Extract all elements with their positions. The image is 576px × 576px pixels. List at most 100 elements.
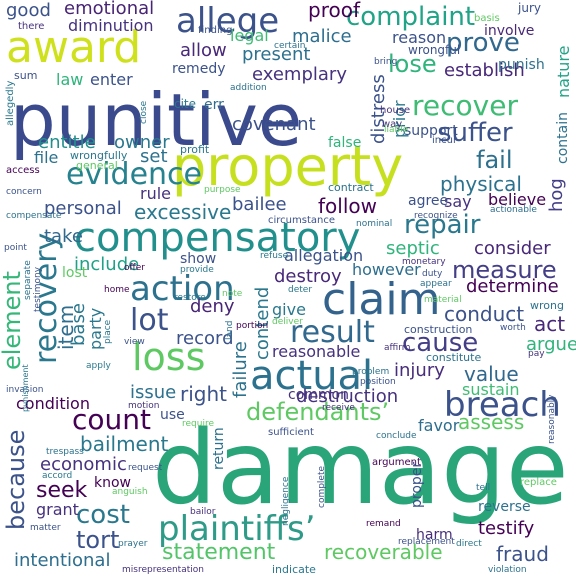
word-actual: actual: [250, 353, 374, 399]
word-worth: worth: [500, 323, 526, 333]
word-punish: punish: [498, 57, 545, 73]
word-there: there: [18, 21, 45, 32]
word-direct: direct: [456, 539, 482, 549]
word-suffer: suffer: [438, 118, 513, 148]
word-fraud: fraud: [496, 542, 549, 566]
word-however: however: [352, 260, 421, 279]
word-conduct: conduct: [444, 302, 525, 326]
word-provide: provide: [180, 265, 214, 275]
word-concern: concern: [6, 187, 42, 197]
word-believe: believe: [488, 190, 547, 209]
word-home: home: [104, 285, 130, 295]
word-file: file: [34, 148, 59, 167]
word-know: know: [94, 475, 131, 491]
word-result: result: [290, 315, 375, 350]
word-take: take: [44, 226, 83, 247]
word-exemplary: exemplary: [252, 64, 347, 85]
word-punishment: punishment: [21, 364, 30, 412]
word-give: give: [272, 300, 306, 319]
word-economic: economic: [40, 454, 127, 475]
word-testify: testify: [478, 518, 535, 539]
word-cite: cite: [174, 97, 197, 111]
word-show: show: [180, 251, 217, 267]
word-trespass: trespass: [46, 447, 84, 457]
word-appear: appear: [420, 279, 452, 289]
word-construction: construction: [404, 323, 473, 336]
word-award: award: [6, 22, 142, 73]
word-addition: addition: [230, 83, 267, 93]
word-failure: failure: [230, 341, 251, 398]
word-err: err: [204, 97, 224, 113]
word-compensatory: compensatory: [74, 215, 361, 261]
word-argument: argument: [372, 457, 421, 468]
word-reverse: reverse: [478, 499, 531, 515]
word-establish: establish: [444, 60, 525, 81]
word-reasonable: reasonable: [272, 342, 361, 361]
word-way: way: [382, 119, 403, 130]
word-sustain: sustain: [462, 380, 520, 399]
word-basis: basis: [474, 13, 500, 24]
word-damage: damage: [152, 409, 569, 528]
word-legal: legal: [230, 26, 269, 45]
word-testimony: testimony: [33, 266, 43, 312]
word-tort: tort: [76, 526, 120, 554]
word-covenant: covenant: [232, 114, 316, 135]
word-value: value: [464, 362, 519, 386]
word-circumstance: circumstance: [268, 215, 335, 226]
word-element: element: [0, 271, 26, 370]
word-matter: matter: [30, 523, 61, 533]
word-apply: apply: [86, 361, 111, 371]
word-access: access: [6, 165, 40, 176]
word-punitive: punitive: [10, 78, 303, 162]
word-certain: certain: [274, 41, 306, 51]
word-complaint: complaint: [346, 2, 476, 32]
word-wrongful: wrongful: [408, 43, 461, 57]
word-bailor: bailor: [190, 507, 216, 517]
word-action: action: [130, 269, 235, 309]
word-note: note: [222, 289, 243, 299]
word-defendants: defendants’: [246, 398, 390, 426]
word-destroy: destroy: [274, 266, 342, 287]
word-agree: agree: [408, 193, 449, 209]
word-assess: assess: [458, 410, 525, 434]
word-rule: rule: [140, 184, 172, 203]
word-pay: pay: [528, 349, 545, 359]
word-intentional: intentional: [14, 550, 111, 571]
word-remedy: remedy: [172, 61, 226, 77]
word-remand: remand: [366, 519, 401, 529]
word-close: close: [139, 100, 149, 124]
word-good: good: [6, 0, 51, 21]
word-physical: physical: [440, 172, 522, 196]
word-jury: jury: [518, 1, 541, 15]
word-accord: accord: [42, 471, 73, 481]
word-statement: statement: [162, 540, 276, 565]
word-house: house: [380, 105, 411, 116]
word-lot: lot: [130, 303, 169, 338]
word-contain: contain: [555, 112, 571, 164]
word-nominal: nominal: [356, 219, 393, 229]
word-lost: lost: [62, 265, 88, 281]
word-purpose: purpose: [204, 185, 241, 195]
word-constitute: constitute: [426, 351, 482, 364]
word-allow: allow: [180, 40, 227, 61]
word-act: act: [534, 312, 566, 336]
word-cost: cost: [76, 500, 130, 530]
word-consider: consider: [474, 238, 551, 259]
word-wrong: wrong: [530, 299, 564, 312]
word-measure: measure: [452, 256, 557, 284]
word-cause: cause: [402, 328, 479, 358]
word-point: point: [4, 243, 27, 253]
word-negligence: negligence: [281, 476, 291, 526]
word-fail: fail: [476, 146, 513, 174]
word-recognize: recognize: [414, 211, 458, 221]
word-profit: profit: [180, 143, 210, 156]
word-conclude: conclude: [376, 431, 417, 441]
word-proper: proper: [409, 461, 425, 508]
word-because: because: [2, 429, 30, 530]
word-affirm: affirm: [384, 343, 411, 353]
word-offer: offer: [124, 263, 145, 273]
word-sum: sum: [14, 69, 38, 82]
word-restore: restore: [174, 293, 206, 303]
word-false: false: [328, 135, 362, 151]
word-liable: liable: [384, 125, 409, 135]
